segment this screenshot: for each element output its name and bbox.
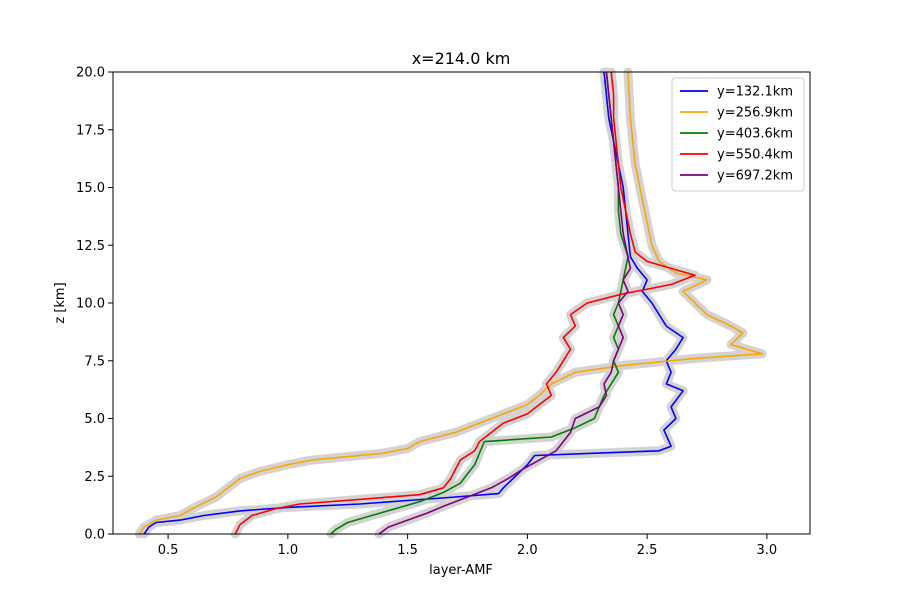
x-axis: 0.5 1.0 1.5 2.0 2.5 3.0 xyxy=(158,534,777,558)
legend: y=132.1km y=256.9km y=403.6km y=550.4km y=69… xyxy=(671,77,805,192)
legend-label: y=256.9km xyxy=(717,106,793,121)
y-axis: 0.0 2.5 5.0 7.5 10.0 12.5 15.0 17.5 20.0 xyxy=(76,66,113,543)
y-axis-title: z [km] xyxy=(53,282,68,323)
series-line-4 xyxy=(378,71,632,535)
uncertainty-bands xyxy=(134,67,767,539)
y-tick-label: 20.0 xyxy=(76,66,105,81)
y-tick-label: 17.5 xyxy=(76,123,105,138)
x-tick-label: 1.5 xyxy=(397,543,418,558)
legend-label: y=550.4km xyxy=(717,148,793,163)
y-tick-label: 15.0 xyxy=(76,181,105,196)
series-lines xyxy=(138,71,763,535)
x-tick-label: 3.0 xyxy=(757,543,778,558)
y-tick-label: 5.0 xyxy=(84,412,105,427)
series-line-1 xyxy=(138,71,763,535)
x-axis-title: layer-AMF xyxy=(429,563,493,578)
x-tick-label: 1.0 xyxy=(278,543,299,558)
legend-box xyxy=(671,77,805,192)
legend-label: y=132.1km xyxy=(717,85,793,100)
y-tick-label: 2.5 xyxy=(84,470,105,485)
series-line-2 xyxy=(330,71,629,535)
chart-title: x=214.0 km xyxy=(412,49,511,68)
uncertainty-band-1 xyxy=(134,67,767,539)
series-line-3 xyxy=(234,71,696,535)
legend-label: y=403.6km xyxy=(717,127,793,142)
y-tick-label: 7.5 xyxy=(84,354,105,369)
y-tick-label: 10.0 xyxy=(76,297,105,312)
y-tick-label: 12.5 xyxy=(76,239,105,254)
x-tick-label: 2.5 xyxy=(637,543,658,558)
legend-label: y=697.2km xyxy=(717,169,793,184)
series-line-0 xyxy=(143,71,684,535)
x-tick-label: 2.0 xyxy=(517,543,538,558)
y-tick-label: 0.0 xyxy=(84,528,105,543)
x-tick-label: 0.5 xyxy=(158,543,179,558)
